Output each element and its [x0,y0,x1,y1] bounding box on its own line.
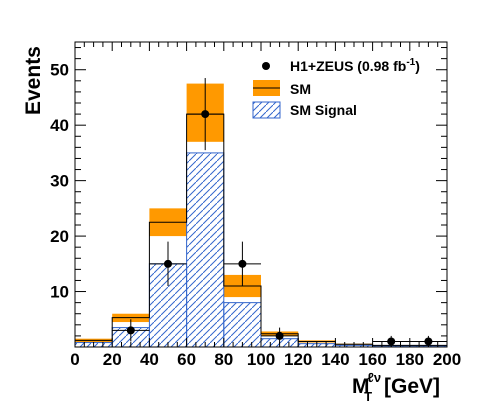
x-tick-label: 120 [284,350,312,369]
legend-swatch-signal [252,101,281,119]
y-tick-label: 40 [50,116,69,135]
signal-bar [223,302,262,348]
x-tick-label: 140 [321,350,349,369]
x-tick-label: 160 [358,350,386,369]
x-tick-label: 180 [396,350,424,369]
x-tick-label: 60 [177,350,196,369]
data-point [424,337,433,346]
y-tick-label: 50 [50,61,69,80]
data-point [126,326,135,335]
y-tick-label: 20 [50,227,69,246]
legend-label-data: H1+ZEUS (0.98 fb-1) [290,57,420,74]
x-tick-label: 40 [140,350,159,369]
y-tick-label: 30 [50,172,69,191]
x-tick-label: 0 [70,350,79,369]
x-tick-label: 100 [247,350,275,369]
x-tick-label: 200 [433,350,461,369]
legend-label-sm: SM [290,81,311,97]
legend: H1+ZEUS (0.98 fb-1) SM SM Signal [252,57,420,119]
x-axis-title: Mℓν T [GeV] [352,370,440,404]
data-point [201,110,210,119]
x-tick-label: 80 [214,350,233,369]
y-tick-label: 10 [50,283,69,302]
plot-area [74,78,448,348]
legend-label-signal: SM Signal [290,102,357,118]
sm-central-line [74,113,448,347]
data-point [164,259,172,268]
data-point [275,331,284,340]
data-point [387,337,396,346]
axes: 0 20 40 60 80 100 120 140 160 180 200 10 20 30 40 50 [50,41,461,369]
data-point [238,259,247,268]
signal-bar [186,152,225,348]
x-tick-label: 20 [103,350,122,369]
legend-marker-data [262,62,270,70]
y-axis-title: Events [22,46,45,115]
